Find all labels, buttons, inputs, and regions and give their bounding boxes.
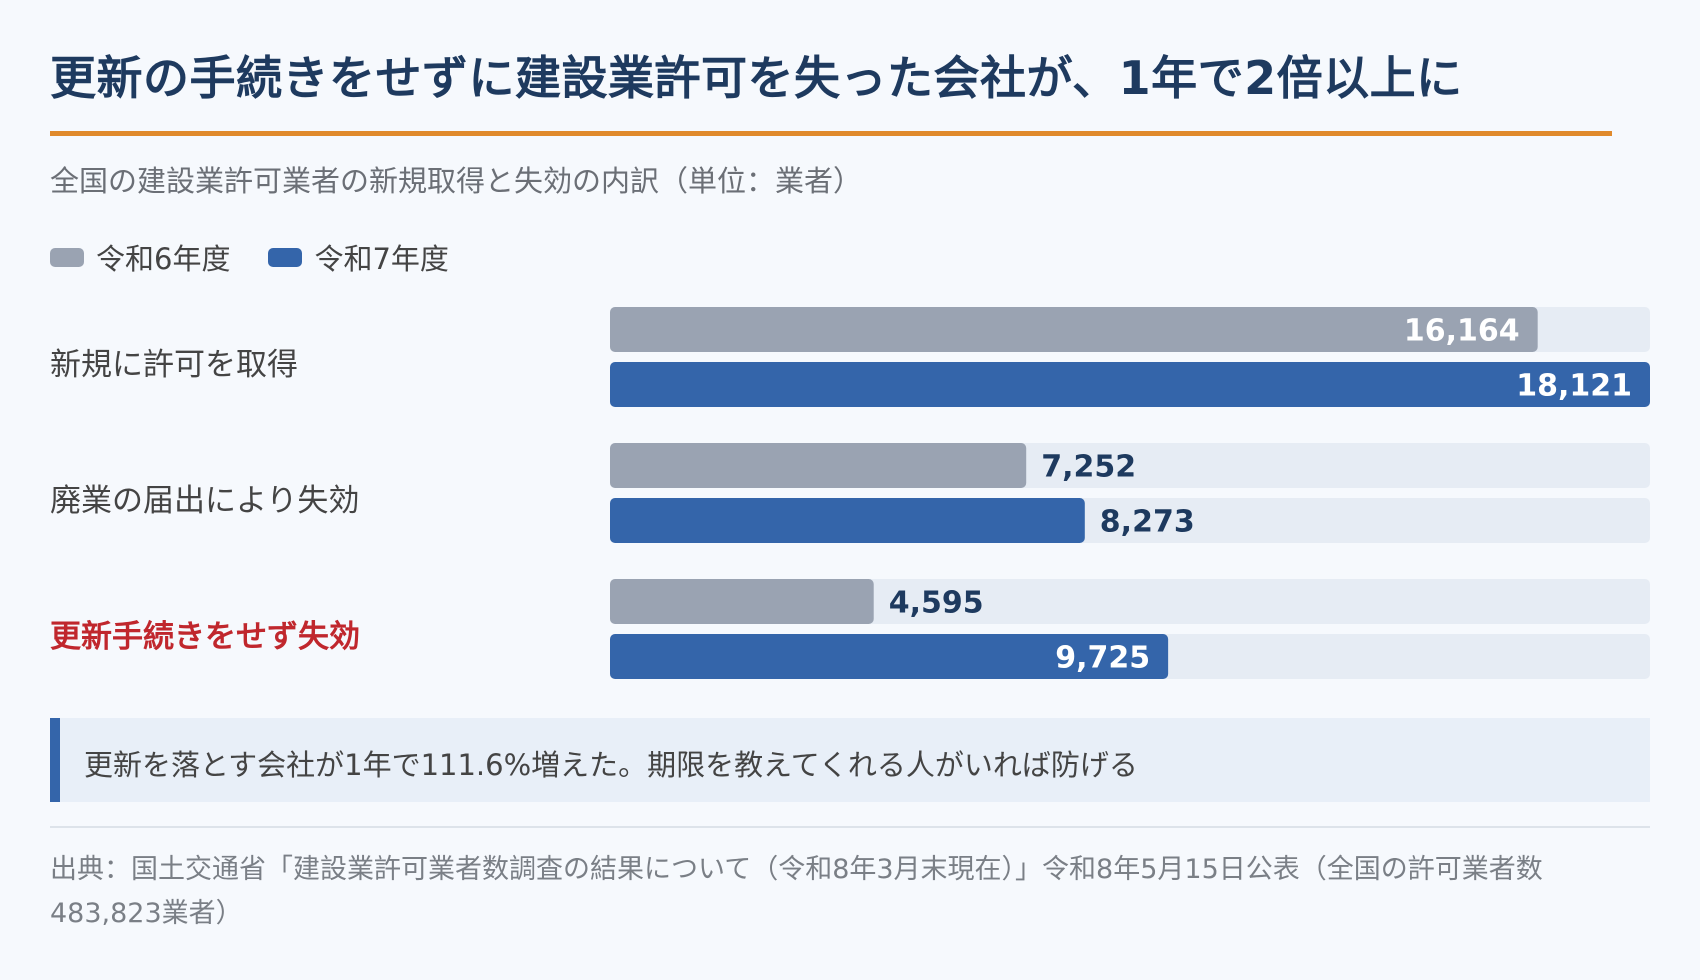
title-underline xyxy=(50,131,1612,136)
bar-label-closure-r7: 8,273 xyxy=(1100,505,1195,540)
bar-new-r6 xyxy=(610,307,1538,352)
callout-text: 更新を落とす会社が1年で111.6%増えた。期限を教えてくれる人がいれば防げる xyxy=(84,748,1138,782)
bar-label-new-r6: 16,164 xyxy=(1404,314,1520,349)
legend-label-r6: 令和6年度 xyxy=(96,242,231,276)
category-label-closure: 廃業の届出により失効 xyxy=(50,483,360,519)
bar-closure-r6 xyxy=(610,443,1027,488)
legend-label-r7: 令和7年度 xyxy=(314,242,449,276)
category-label-lapse: 更新手続きをせず失効 xyxy=(50,619,360,655)
bar-new-r7 xyxy=(610,362,1650,407)
bar-label-lapse-r6: 4,595 xyxy=(889,586,984,621)
bar-label-closure-r6: 7,252 xyxy=(1041,450,1136,485)
bar-closure-r7 xyxy=(610,498,1085,543)
bar-lapse-r6 xyxy=(610,579,874,624)
source-citation: 出典：国土交通省「建設業許可業者数調査の結果について（令和8年3月末現在）」令和… xyxy=(50,854,1543,929)
source-divider xyxy=(50,826,1650,828)
bar-label-lapse-r7: 9,725 xyxy=(1055,641,1150,676)
legend-swatch-r7 xyxy=(268,247,303,267)
bar-label-new-r7: 18,121 xyxy=(1516,369,1632,404)
callout-note: 更新を落とす会社が1年で111.6%増えた。期限を教えてくれる人がいれば防げる xyxy=(50,718,1650,802)
legend-item-r6: 令和6年度 xyxy=(50,236,230,278)
category-label-new: 新規に許可を取得 xyxy=(50,347,298,383)
legend-swatch-r6 xyxy=(50,247,84,267)
legend-item-r7: 令和7年度 xyxy=(268,236,449,278)
chart-subtitle: 全国の建設業許可業者の新規取得と失効の内訳（単位：業者） xyxy=(50,164,863,198)
legend: 令和6年度 令和7年度 xyxy=(50,237,487,277)
callout-accent-bar xyxy=(50,718,60,802)
bar-chart: 16,164 18,121 7,252 8,273 4,595 9,725 xyxy=(610,307,1650,679)
chart-title: 更新の手続きをせずに建設業許可を失った会社が、1年で2倍以上に xyxy=(50,51,1463,105)
bar-lapse-r7 xyxy=(610,634,1169,679)
